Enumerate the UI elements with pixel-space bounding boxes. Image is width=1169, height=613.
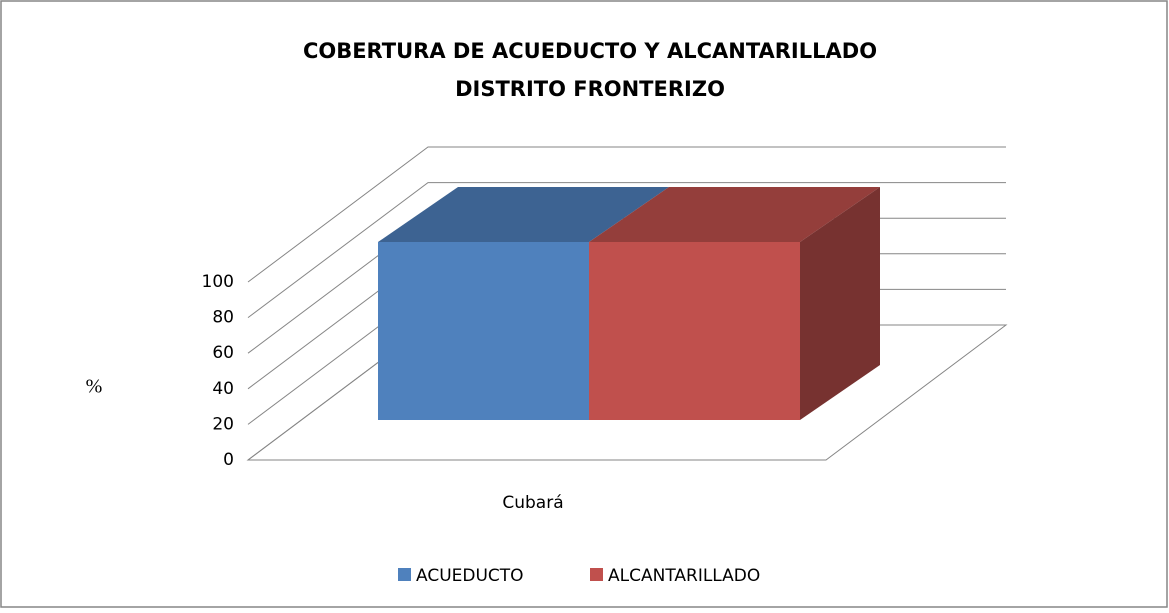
y-tick-label: 0	[223, 450, 234, 470]
floor	[246, 324, 1008, 461]
legend-label: ACUEDUCTO	[416, 566, 524, 586]
grid-line	[247, 146, 1006, 283]
bar	[378, 187, 669, 420]
bar-front	[589, 242, 800, 420]
chart-title: COBERTURA DE ACUEDUCTO Y ALCANTARILLADO	[303, 39, 877, 63]
bar-side	[800, 187, 880, 420]
legend-label: ALCANTARILLADO	[608, 566, 760, 586]
bar	[589, 187, 880, 420]
y-tick-label: 100	[202, 272, 234, 292]
legend-swatch	[398, 568, 411, 581]
y-tick-label: 60	[212, 343, 234, 363]
y-tick-label: 20	[212, 414, 234, 434]
legend-swatch	[590, 568, 603, 581]
grid-line	[247, 182, 1006, 319]
x-tick-label: Cubará	[502, 493, 563, 513]
y-tick-label: 40	[212, 379, 234, 399]
bar-front	[378, 242, 589, 420]
bar-top	[589, 187, 880, 242]
y-axis-label: %	[86, 376, 103, 398]
bar-top	[378, 187, 669, 242]
chart-subtitle: DISTRITO FRONTERIZO	[455, 77, 725, 101]
y-tick-label: 80	[212, 308, 234, 328]
